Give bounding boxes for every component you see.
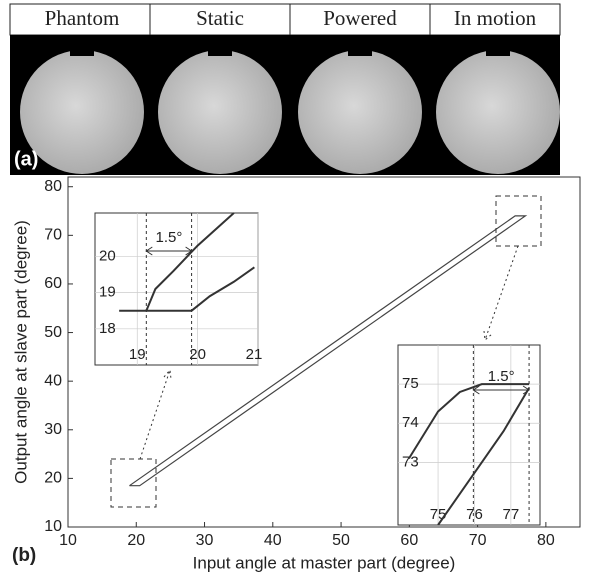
x-tick-label: 76 [466,506,483,523]
y-tick-label: 40 [44,372,62,389]
y-tick-label: 18 [99,320,116,337]
annotation: 1.5° [156,229,183,246]
annotation: 1.5° [488,368,515,385]
x-tick-label: 80 [537,532,555,549]
x-tick-label: 75 [430,506,447,523]
x-tick-label: 70 [469,532,487,549]
y-tick-label: 30 [44,421,62,438]
x-tick-label: 20 [127,532,145,549]
y-tick-label: 74 [402,414,419,431]
column-title: Powered [323,6,397,30]
x-tick-label: 40 [264,532,282,549]
notch [348,48,372,56]
x-tick-label: 19 [129,346,146,363]
column-title: In motion [454,6,537,30]
y-tick-label: 70 [44,227,62,244]
x-tick-label: 30 [196,532,214,549]
phantom-image [298,50,422,174]
y-tick-label: 19 [99,284,116,301]
y-tick-label: 20 [99,247,116,264]
x-axis-label: Input angle at master part (degree) [193,553,456,572]
x-tick-label: 77 [503,506,520,523]
notch [70,48,94,56]
x-tick-label: 60 [400,532,418,549]
x-tick-label: 21 [246,346,263,363]
y-tick-label: 50 [44,324,62,341]
panel-label: (a) [14,148,38,170]
notch [208,48,232,56]
phantom-image [436,50,560,174]
column-title: Phantom [45,6,120,30]
y-tick-label: 80 [44,178,62,195]
x-tick-label: 20 [189,346,206,363]
x-tick-label: 50 [332,532,350,549]
phantom-image [158,50,282,174]
phantom-image [20,50,144,174]
panel-label: (b) [12,545,36,566]
y-axis-label: Output angle at slave part (degree) [11,220,30,484]
column-title: Static [196,6,244,30]
y-tick-label: 10 [44,518,62,535]
y-tick-label: 60 [44,275,62,292]
y-tick-label: 75 [402,375,419,392]
y-tick-label: 20 [44,470,62,487]
plot-frame [398,345,540,525]
figure: Phantom Static Powered In motion (a) Inp… [0,0,589,575]
notch [486,48,510,56]
